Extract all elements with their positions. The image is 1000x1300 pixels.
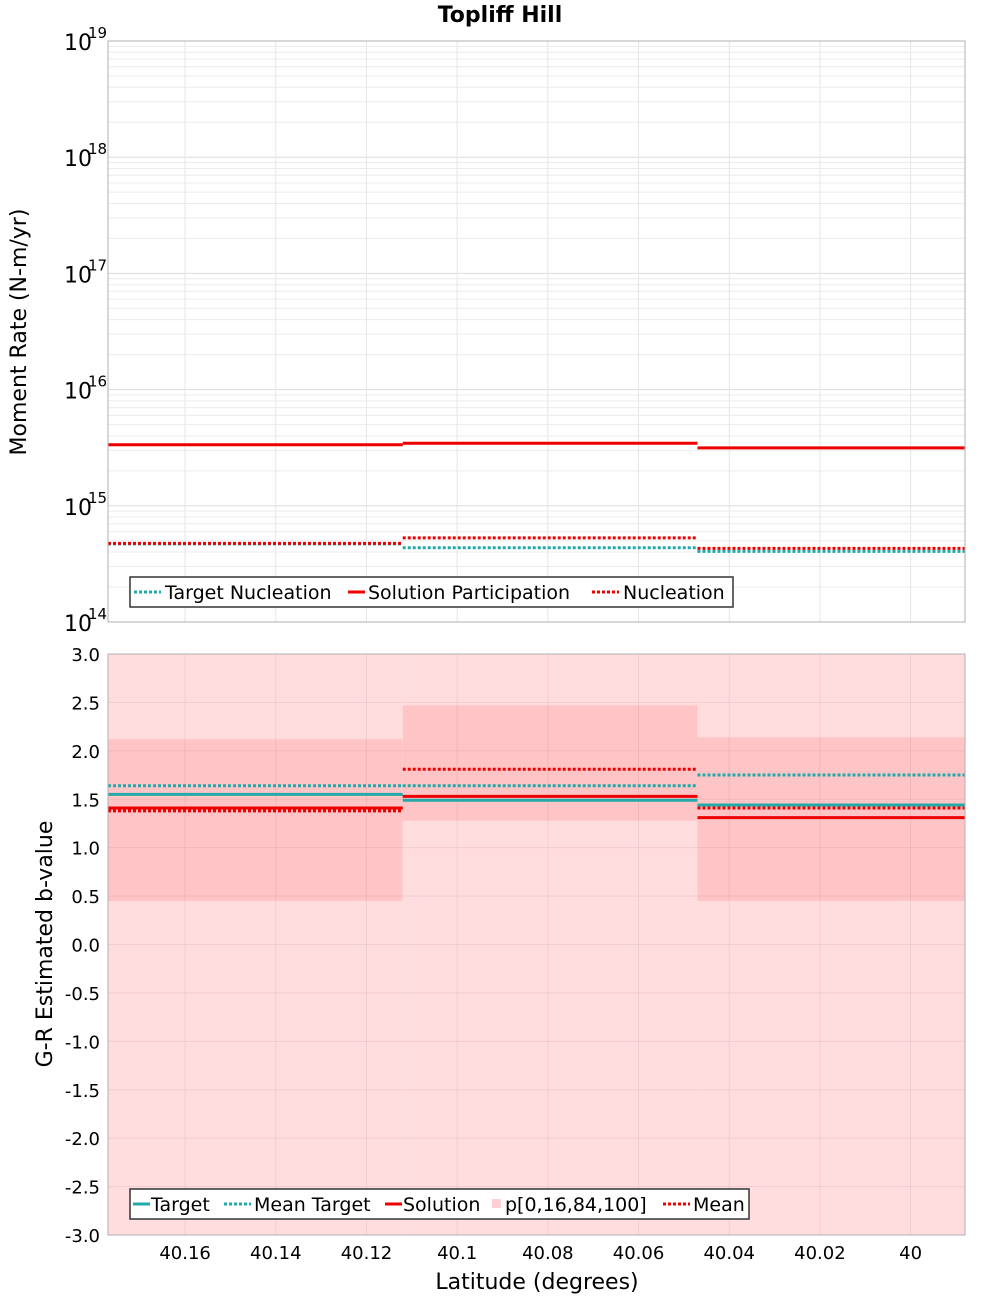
percentile-band-inner [402,705,698,821]
x-tick-label: 40.1 [437,1243,477,1264]
b-value-y-tick-label: 2.5 [71,693,100,714]
moment-rate-y-tick-exponent: 18 [88,140,107,158]
moment-rate-y-tick-exponent: 16 [88,373,107,391]
x-tick-label: 40.06 [613,1243,665,1264]
moment-rate-y-tick-label: 10 [64,263,92,288]
legend-label-solution-participation: Solution Participation [368,582,570,604]
x-ticks: 40.16 40.14 40.12 40.1 40.08 40.06 40.04 40.02 4… [159,1243,922,1264]
b-value-panel: 3.0 2.5 2.0 1.5 1.0 0.5 0.0 -0.5 -1.0 -1.5 -2.0 -2.… [33,645,966,1295]
b-value-y-tick-label: -1.5 [65,1081,100,1102]
x-tick-label: 40.08 [522,1243,574,1264]
b-value-y-tick-label: -2.0 [65,1129,100,1150]
chart-title: Topliff Hill [438,3,563,28]
b-value-y-tick-label: -2.5 [65,1178,100,1199]
b-value-y-tick-label: 0.5 [71,887,100,908]
moment-rate-y-tick-label: 10 [64,31,92,56]
b-value-legend-box [129,1188,750,1220]
b-value-y-tick-label: 2.0 [71,742,100,763]
x-tick-label: 40.12 [341,1243,393,1264]
b-value-y-tick-label: -1.0 [65,1032,100,1053]
b-value-y-axis-label: G-R Estimated b-value [33,821,58,1068]
b-value-y-tick-label: 3.0 [71,645,100,666]
b-value-grid [108,653,965,1236]
legend-swatch-percentiles [492,1199,501,1208]
moment-rate-series [108,441,965,553]
b-value-y-ticks: 3.0 2.5 2.0 1.5 1.0 0.5 0.0 -0.5 -1.0 -1.5 -2.0 -2.… [65,645,100,1247]
moment-rate-y-tick-exponent: 14 [88,605,107,623]
b-value-percentile-bands [108,654,965,1235]
moment-rate-legend-box [129,576,734,608]
legend-label-percentiles: p[0,16,84,100] [505,1194,647,1216]
moment-rate-grid [108,40,965,623]
moment-rate-frame [107,40,966,623]
b-value-y-tick-label: -3.0 [65,1226,100,1247]
moment-rate-legend: Target Nucleation Solution Participation… [129,576,734,608]
x-tick-label: 40.04 [703,1243,755,1264]
legend-label-nucleation: Nucleation [623,582,725,604]
b-value-y-tick-label: 1.0 [71,839,100,860]
legend-label-solution: Solution [403,1194,480,1216]
b-value-y-tick-label: 0.0 [71,936,100,957]
b-value-legend: Target Mean Target Solution p[0,16,84,10… [129,1188,750,1220]
b-value-series [108,767,965,820]
percentile-band-inner [108,739,403,901]
x-axis-label: Latitude (degrees) [435,1270,638,1295]
moment-rate-y-tick-label: 10 [64,612,92,637]
moment-rate-y-tick-exponent: 19 [88,24,107,42]
moment-rate-y-tick-exponent: 17 [88,256,107,274]
legend-label-target: Target [150,1194,210,1216]
x-tick-label: 40 [899,1243,922,1264]
moment-rate-y-tick-exponent: 15 [88,489,107,507]
moment-rate-y-tick-label: 10 [64,496,92,521]
b-value-y-tick-label: 1.5 [71,790,100,811]
moment-rate-y-axis-label: Moment Rate (N-m/yr) [7,209,32,456]
x-tick-label: 40.16 [159,1243,211,1264]
moment-rate-y-tick-label: 10 [64,380,92,405]
moment-rate-plot-area [108,41,965,622]
x-tick-label: 40.02 [794,1243,846,1264]
legend-label-mean: Mean [693,1194,745,1216]
b-value-y-tick-label: -0.5 [65,984,100,1005]
legend-label-target-nucleation: Target Nucleation [164,582,332,604]
legend-label-mean-target: Mean Target [254,1194,371,1216]
b-value-frame [107,653,966,1236]
x-tick-label: 40.14 [250,1243,302,1264]
moment-rate-y-tick-label: 10 [64,147,92,172]
